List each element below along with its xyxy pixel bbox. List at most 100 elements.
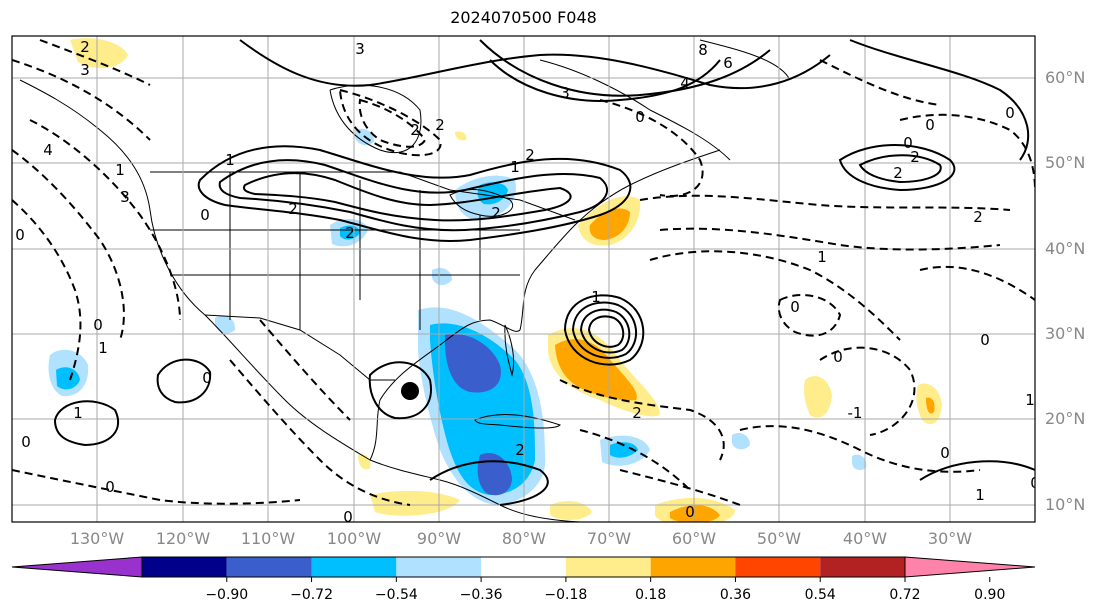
contour-low-atlantic-2 (571, 301, 638, 359)
contour-label: -1 (848, 404, 863, 422)
contour-label: 1 (591, 288, 601, 306)
contour-label: 2 (410, 121, 420, 139)
dcontour-mex-1 (229, 359, 411, 506)
shade-carib-mid (610, 442, 638, 458)
contour-label: 2 (515, 441, 525, 459)
dcontour-atl-3 (649, 250, 901, 341)
shade-south-3 (670, 505, 720, 522)
contour-north-1 (239, 39, 831, 90)
solid-contours (53, 39, 1035, 506)
contour-mexico (368, 361, 432, 420)
colorbar-swatch (142, 557, 227, 577)
colorbar-swatch (396, 557, 482, 577)
contour-label: 6 (723, 54, 733, 72)
contour-labels: 3 2 8 6 4 3 2 3 2 2 0 2 1 0 2 2 1 4 1 3 … (15, 38, 1035, 526)
contour-label: 0 (343, 508, 353, 526)
lon-label: 30°W (927, 529, 973, 548)
map-title: 2024070500 F048 (450, 8, 597, 27)
shade-ohio (432, 268, 452, 286)
colorbar-tick-label: 0.36 (719, 587, 752, 603)
coast-labrador (539, 59, 731, 161)
lon-label: 120°W (155, 529, 211, 548)
colorbar-swatch (820, 557, 905, 577)
contour-label: 2 (525, 146, 535, 164)
contour-jet-band-3 (242, 172, 572, 222)
dcontour-atl-2 (659, 227, 1001, 251)
lat-label: 20°N (1045, 409, 1086, 428)
lat-label: 50°N (1045, 153, 1086, 172)
lon-label: 40°W (842, 529, 888, 548)
contour-north-3 (489, 59, 721, 102)
contour-label: 0 (93, 316, 103, 334)
dcontour-carib-2 (579, 429, 691, 491)
contour-greenland-hi (849, 39, 1030, 161)
contour-label: 2 (345, 224, 355, 242)
colorbar-tick-label: 0.18 (635, 587, 667, 603)
lon-label: 50°W (756, 529, 802, 548)
contour-low-atlantic-3 (579, 308, 631, 354)
colorbar-tick-label: 0.54 (804, 587, 836, 603)
contour-label: 2 (910, 148, 920, 166)
dcontour-west-2 (12, 199, 82, 381)
colorbar-tick-label: −0.90 (205, 587, 249, 603)
shade-east-blue (732, 433, 750, 450)
colorbar-frame (141, 556, 906, 578)
lon-label: 90°W (416, 529, 462, 548)
shade-nw-yellow (70, 38, 128, 69)
contour-label: 2 (435, 116, 445, 134)
dcontour-atl-5 (819, 346, 916, 436)
contour-label: 0 (940, 444, 950, 462)
dcontour-greenland (819, 59, 941, 106)
contour-pacific-hi-2 (156, 358, 212, 404)
contour-label: 4 (43, 141, 53, 159)
colorbar-extend-high (904, 556, 1036, 578)
lon-label: 70°W (586, 529, 632, 548)
dcontour-atl-1 (639, 194, 1011, 211)
coast-gulf (369, 319, 521, 461)
contour-southeast-hi (919, 460, 1035, 481)
contour-label: 0 (903, 134, 913, 152)
shade-gulf-dark (444, 334, 501, 393)
graticule (12, 36, 1035, 522)
dcontour-atl-7 (919, 265, 1035, 301)
contour-label: 3 (80, 61, 90, 79)
contour-label: 1 (98, 339, 108, 357)
border-us-canada (150, 171, 576, 221)
contour-label: 1 (115, 161, 125, 179)
dcontour-north-pac (39, 39, 151, 86)
colorbar-swatch (735, 557, 821, 577)
contour-low-atlantic-4 (587, 315, 625, 348)
dcontour-atl-6 (899, 113, 1035, 191)
contour-label: 0 (833, 348, 843, 366)
coast-cuba (474, 414, 561, 429)
colorbar-extend-low (11, 556, 143, 578)
dashed-contours (12, 39, 1035, 506)
contour-label: 2 (80, 38, 90, 56)
coast-east (519, 149, 721, 331)
contour-east-hi (838, 144, 956, 192)
contour-north-2 (479, 39, 771, 97)
contour-label: 0 (15, 226, 25, 244)
dcontour-west-1 (12, 149, 125, 341)
lat-label: 30°N (1045, 324, 1086, 343)
contour-label: 2 (288, 200, 298, 218)
contour-label: 2 (893, 164, 903, 182)
shade-lab-yellow (455, 131, 467, 141)
lon-label: 100°W (326, 529, 382, 548)
contour-label: 0 (980, 331, 990, 349)
dcontour-canada-1 (338, 88, 442, 157)
contour-label: 3 (560, 84, 570, 102)
coast-hudson (329, 84, 422, 154)
border-us-mexico (204, 314, 395, 381)
shade-mid-atl-3 (926, 397, 935, 414)
shade-plains (340, 225, 360, 240)
contour-label: 1 (1025, 391, 1035, 409)
storm-center-marker (401, 382, 419, 400)
lon-label: 110°W (240, 529, 296, 548)
coast-central-america (369, 459, 581, 522)
colorbar-tick-label: −0.36 (459, 587, 503, 603)
dcontour-south-3 (619, 469, 741, 506)
shade-pacific (56, 367, 80, 390)
contour-east-hi-2 (858, 154, 942, 184)
